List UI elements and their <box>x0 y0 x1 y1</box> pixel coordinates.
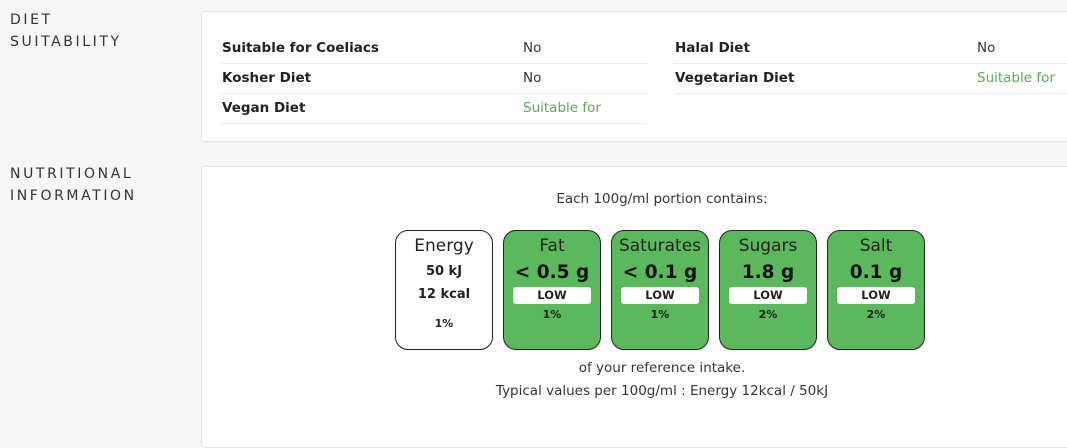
diet-column-right: Halal Diet No Vegetarian Diet Suitable f… <box>674 34 1067 94</box>
diet-key: Vegetarian Diet <box>675 70 795 86</box>
typical-values-text: Typical values per 100g/ml : Energy 12kc… <box>495 383 829 399</box>
tile-amount: < 0.5 g <box>514 262 590 283</box>
energy-kj: 50 kJ <box>425 264 463 279</box>
level-badge: LOW <box>729 287 807 304</box>
reference-intake-text: of your reference intake. <box>578 360 746 376</box>
nutrition-label-line1: NUTRITIONAL <box>10 166 134 182</box>
diet-value: No <box>523 70 542 86</box>
tile-amount: 0.1 g <box>849 262 903 283</box>
tile-name: Saturates <box>618 236 702 256</box>
diet-row: Halal Diet No <box>674 34 1067 64</box>
diet-key: Halal Diet <box>675 40 750 56</box>
saturates-tile: Saturates < 0.1 g LOW 1% <box>611 230 709 350</box>
diet-row: Vegan Diet Suitable for <box>221 94 647 124</box>
level-badge: LOW <box>837 287 915 304</box>
nutrition-label-line2: INFORMATION <box>10 188 137 204</box>
diet-row: Suitable for Coeliacs No <box>221 34 647 64</box>
diet-key: Suitable for Coeliacs <box>222 40 379 56</box>
level-badge: LOW <box>621 287 699 304</box>
energy-tile: Energy 50 kJ 12 kcal 1% <box>395 230 493 350</box>
fat-tile: Fat < 0.5 g LOW 1% <box>503 230 601 350</box>
diet-suitability-card: Suitable for Coeliacs No Kosher Diet No … <box>201 11 1067 142</box>
tile-amount: 1.8 g <box>741 262 795 283</box>
diet-value: Suitable for <box>523 100 601 116</box>
tile-percent: 2% <box>866 308 886 321</box>
diet-value: No <box>523 40 542 56</box>
tile-amount: < 0.1 g <box>622 262 698 283</box>
diet-label-line2: SUITABILITY <box>10 34 122 50</box>
tile-percent: 2% <box>758 308 778 321</box>
tile-name: Salt <box>859 236 893 256</box>
tile-name: Energy <box>414 236 474 256</box>
tile-percent: 1% <box>542 308 562 321</box>
diet-row: Vegetarian Diet Suitable for <box>674 64 1067 94</box>
diet-key: Vegan Diet <box>222 100 306 116</box>
tile-percent: 1% <box>434 317 454 330</box>
energy-kcal: 12 kcal <box>417 287 471 302</box>
nutrition-section-label: NUTRITIONAL INFORMATION <box>10 163 137 207</box>
tile-name: Fat <box>539 236 565 256</box>
portion-text: Each 100g/ml portion contains: <box>556 191 768 207</box>
level-badge: LOW <box>513 287 591 304</box>
diet-label-line1: DIET <box>10 12 53 28</box>
sugars-tile: Sugars 1.8 g LOW 2% <box>719 230 817 350</box>
diet-value: No <box>977 40 996 56</box>
tile-name: Sugars <box>738 236 798 256</box>
diet-section-label: DIET SUITABILITY <box>10 9 122 53</box>
diet-row: Kosher Diet No <box>221 64 647 94</box>
nutritional-information-card: Each 100g/ml portion contains: Energy 50… <box>201 166 1067 448</box>
diet-key: Kosher Diet <box>222 70 312 86</box>
tile-percent: 1% <box>650 308 670 321</box>
diet-column-left: Suitable for Coeliacs No Kosher Diet No … <box>221 34 647 124</box>
salt-tile: Salt 0.1 g LOW 2% <box>827 230 925 350</box>
diet-value: Suitable for <box>977 70 1055 86</box>
